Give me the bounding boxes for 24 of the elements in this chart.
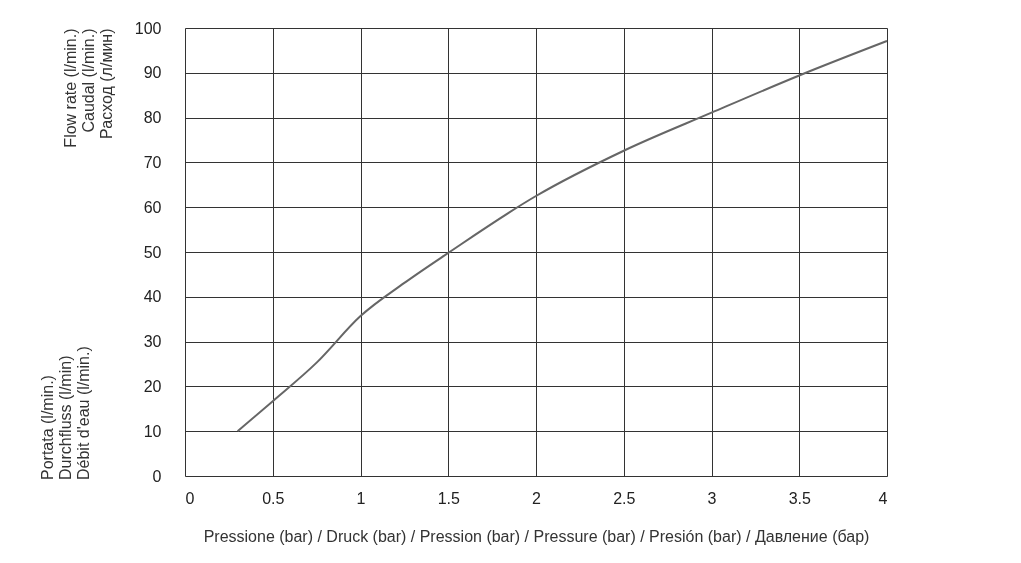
y-tick-label: 50 xyxy=(143,243,162,261)
x-tick-label: 1.5 xyxy=(437,489,460,507)
x-tick-label: 0 xyxy=(185,489,195,507)
x-tick-label: 2 xyxy=(532,489,542,507)
x-tick-label: 2.5 xyxy=(613,489,636,507)
x-tick-label: 3.5 xyxy=(788,489,811,507)
line-series xyxy=(236,39,888,433)
x-tick-label: 4 xyxy=(878,489,888,507)
x-tick-label: 0.5 xyxy=(262,489,285,507)
y-tick-label: 100 xyxy=(134,19,162,37)
y-axis-title: Flow rate (l/min.) Caudal (l/min.) Расход (л/мин) xyxy=(61,28,115,148)
y-tick-label: 10 xyxy=(143,422,162,440)
y-tick-label: 70 xyxy=(143,153,162,171)
y-tick-label: 30 xyxy=(143,333,162,351)
y-tick-label: 0 xyxy=(152,467,162,485)
x-tick-label: 1 xyxy=(356,489,366,507)
y-tick-label: 40 xyxy=(143,288,162,306)
y-tick-label: 90 xyxy=(143,64,162,82)
x-axis-title: Pressione (bar) / Druck (bar) / Pression (bar) / Pressure (bar) / Presión (bar) / Давление (бар) xyxy=(203,527,870,545)
y-tick-label: 20 xyxy=(143,377,162,395)
y-tick-label: 80 xyxy=(143,109,162,127)
y-tick-label: 60 xyxy=(143,198,162,216)
text: Portata (l/min.) Durchfluss (l/min) Débit d'eau (l/min.) xyxy=(39,346,92,480)
x-tick-label: 3 xyxy=(707,489,717,507)
